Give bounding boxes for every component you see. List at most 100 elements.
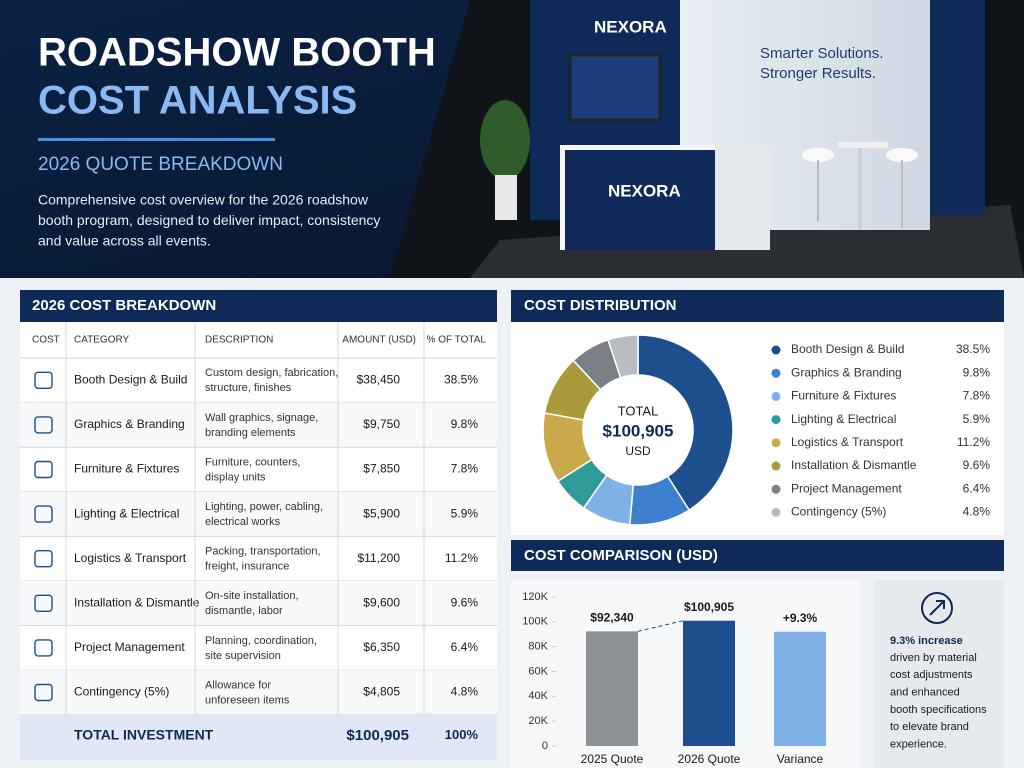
legend-label: Installation & Dismantle [791, 458, 917, 472]
bar [586, 631, 638, 746]
legend-swatch [771, 415, 781, 425]
description: booth program, designed to deliver impac… [38, 212, 380, 228]
row-icon [34, 594, 53, 612]
legend-label: Lighting & Electrical [791, 412, 896, 426]
amount: $38,450 [357, 372, 401, 386]
donut-center: $100,905 [603, 421, 674, 440]
booth-slogan: Stronger Results. [760, 65, 876, 82]
percent: 11.2% [445, 551, 478, 565]
x-tick-label: Variance [777, 752, 824, 766]
panel-title: COST COMPARISON (USD) [524, 547, 718, 564]
amount: $5,900 [363, 506, 400, 520]
percent: 6.4% [451, 640, 479, 654]
description: On-site installation, [205, 590, 299, 602]
description: and value across all events. [38, 233, 211, 249]
booth-slogan: Smarter Solutions. [760, 45, 883, 62]
note-line: and enhanced [890, 687, 960, 699]
percent: 4.8% [451, 685, 479, 699]
y-tick-label: 40K [528, 690, 548, 702]
panel-title: COST DISTRIBUTION [524, 297, 677, 314]
category: Graphics & Branding [74, 417, 185, 431]
column-header: DESCRIPTION [205, 335, 273, 346]
legend-label: Contingency (5%) [791, 505, 886, 519]
legend-label: Project Management [791, 481, 902, 495]
note-panel [874, 580, 1004, 768]
row-icon [34, 683, 53, 702]
legend-value: 4.8% [963, 505, 991, 519]
description: display units [205, 471, 266, 483]
donut-slice [637, 334, 734, 512]
x-tick-label: 2025 Quote [581, 752, 644, 766]
legend-swatch [771, 368, 781, 378]
annotation: +9.3% [783, 611, 818, 625]
donut-slice [607, 334, 639, 379]
subtitle: 2026 QUOTE BREAKDOWN [38, 154, 283, 175]
total-percent: 100% [445, 727, 479, 742]
description: freight, insurance [205, 561, 289, 573]
y-tick-label: 60K [528, 665, 548, 677]
x-tick-label: 2026 Quote [678, 752, 741, 766]
note-line: cost adjustments [890, 669, 973, 681]
connector [637, 620, 684, 632]
category: Booth Design & Build [74, 372, 187, 386]
amount: $4,805 [363, 685, 400, 699]
legend-value: 38.5% [956, 342, 990, 356]
legend-swatch [771, 391, 781, 401]
legend-swatch [771, 484, 781, 494]
total-label: TOTAL INVESTMENT [74, 727, 214, 743]
row-icon [34, 639, 53, 657]
row-icon [34, 416, 53, 434]
booth-brand: NEXORA [608, 181, 681, 200]
row-bg [20, 670, 497, 715]
category: Contingency (5%) [74, 685, 169, 699]
description: Comprehensive cost overview for the 2026… [38, 192, 369, 208]
legend-swatch [771, 507, 781, 517]
panel-header [511, 540, 1004, 571]
legend-label: Logistics & Transport [791, 435, 904, 449]
note-line: booth specifications [890, 704, 987, 716]
total-row-bg [20, 714, 497, 760]
note-line: to elevate brand [890, 721, 969, 733]
description: structure, finishes [205, 382, 292, 394]
total-amount: $100,905 [346, 727, 409, 744]
description: electrical works [205, 516, 281, 528]
row-bg [20, 491, 497, 537]
column-header: COST [32, 335, 60, 346]
y-tick-label: 20K [528, 715, 548, 727]
note-headline: 9.3% increase [890, 635, 963, 647]
row-icon [34, 550, 53, 568]
amount: $9,750 [363, 417, 400, 431]
legend-label: Booth Design & Build [791, 342, 904, 356]
percent: 7.8% [451, 462, 479, 476]
description: branding elements [205, 427, 296, 439]
legend-value: 9.8% [963, 365, 991, 379]
y-tick-label: 100K [522, 616, 548, 628]
legend-value: 9.6% [963, 458, 991, 472]
category: Project Management [74, 640, 185, 654]
title: COST ANALYSIS [38, 79, 357, 123]
donut-center: USD [625, 444, 651, 458]
legend-value: 6.4% [963, 481, 991, 495]
row-bg [20, 402, 497, 448]
legend-label: Furniture & Fixtures [791, 389, 896, 403]
percent: 5.9% [451, 506, 479, 520]
y-tick-label: 120K [522, 591, 548, 603]
description: Furniture, counters, [205, 456, 300, 468]
description: Custom design, fabrication, [205, 367, 338, 379]
booth-illustration [390, 0, 1024, 278]
note-line: driven by material [890, 652, 977, 664]
legend-value: 7.8% [963, 389, 991, 403]
amount: $11,200 [358, 551, 401, 565]
legend-swatch [771, 438, 781, 448]
legend-value: 11.2% [957, 435, 990, 449]
amount: $7,850 [363, 462, 400, 476]
value-label: $92,340 [590, 611, 634, 625]
description: Wall graphics, signage, [205, 412, 318, 424]
row-icon [34, 371, 53, 389]
value-label: $100,905 [684, 600, 734, 614]
column-header: AMOUNT (USD) [342, 335, 416, 346]
booth-brand: NEXORA [594, 17, 667, 36]
description: Lighting, power, cabling, [205, 501, 323, 513]
percent: 9.6% [451, 595, 479, 609]
